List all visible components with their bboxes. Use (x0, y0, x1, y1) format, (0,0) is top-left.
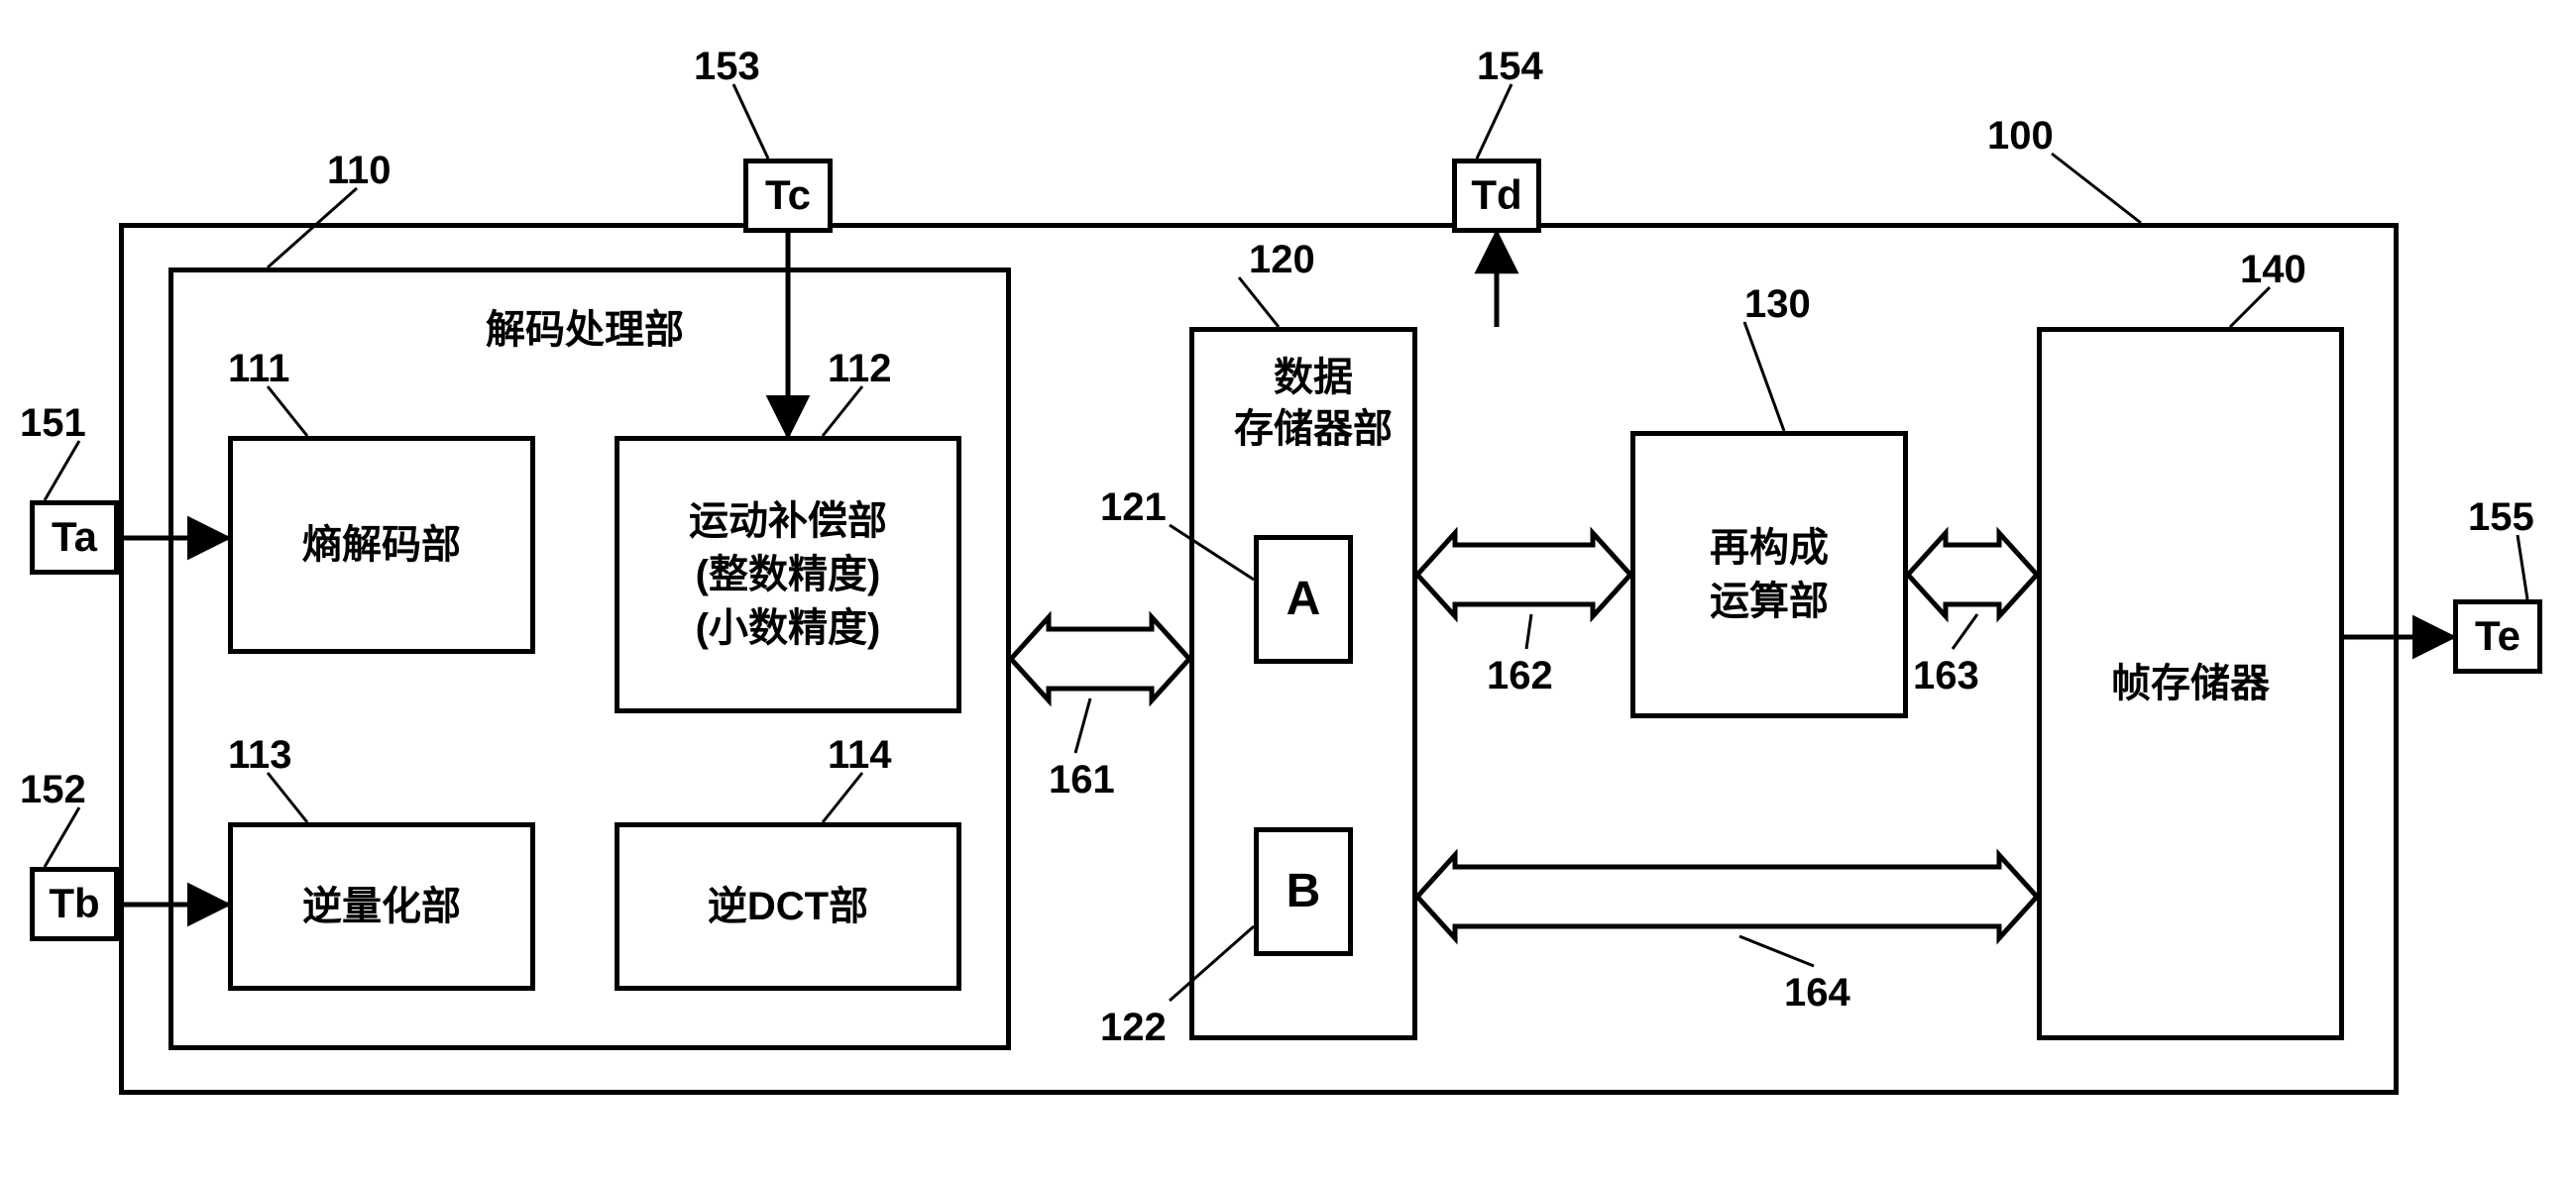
ref-112: 112 (828, 347, 892, 391)
ref-151: 151 (20, 401, 86, 446)
data-memory-title: 数据 存储器部 (1234, 352, 1393, 455)
ref-153: 153 (694, 45, 760, 89)
terminal-te: Te (2453, 599, 2542, 674)
ref-154: 154 (1477, 45, 1543, 89)
buffer-b: B (1254, 827, 1353, 956)
ref-111: 111 (228, 347, 289, 391)
inverse-dct-text: 逆DCT部 (708, 880, 868, 933)
ref-140: 140 (2240, 248, 2306, 292)
entropy-decoder-text: 熵解码部 (302, 518, 461, 572)
terminal-td-text: Td (1471, 167, 1521, 224)
inverse-quant-block: 逆量化部 (228, 822, 535, 991)
ref-130: 130 (1744, 282, 1811, 327)
ref-161: 161 (1049, 758, 1115, 803)
terminal-ta: Ta (30, 500, 119, 575)
terminal-tc-text: Tc (765, 167, 811, 224)
motion-compensation-block: 运动补偿部 (整数精度) (小数精度) (615, 436, 961, 713)
inverse-dct-block: 逆DCT部 (615, 822, 961, 991)
frame-memory-block: 帧存储器 (2037, 327, 2344, 1040)
ref-121: 121 (1100, 485, 1167, 530)
ref-114: 114 (828, 733, 892, 778)
buffer-a: A (1254, 535, 1353, 664)
terminal-tb: Tb (30, 867, 119, 941)
entropy-decoder-block: 熵解码部 (228, 436, 535, 654)
terminal-tb-text: Tb (49, 876, 99, 932)
terminal-td: Td (1452, 159, 1541, 233)
inverse-quant-text: 逆量化部 (302, 880, 461, 933)
ref-122: 122 (1100, 1006, 1167, 1050)
ref-152: 152 (20, 768, 86, 812)
reconstruction-text: 再构成 运算部 (1710, 521, 1829, 628)
frame-memory-text: 帧存储器 (2111, 657, 2270, 710)
reconstruction-block: 再构成 运算部 (1630, 431, 1908, 718)
motion-compensation-text: 运动补偿部 (整数精度) (小数精度) (689, 494, 887, 655)
ref-163: 163 (1913, 654, 1979, 698)
ref-164: 164 (1784, 971, 1850, 1016)
terminal-ta-text: Ta (52, 509, 97, 566)
ref-162: 162 (1487, 654, 1553, 698)
ref-113: 113 (228, 733, 292, 778)
buffer-b-text: B (1287, 860, 1321, 924)
ref-100: 100 (1987, 114, 2054, 159)
terminal-tc: Tc (743, 159, 833, 233)
buffer-a-text: A (1287, 568, 1321, 632)
terminal-te-text: Te (2475, 608, 2520, 665)
ref-120: 120 (1249, 238, 1315, 282)
ref-155: 155 (2468, 495, 2534, 540)
decode-processing-title: 解码处理部 (486, 297, 684, 355)
ref-110: 110 (327, 149, 392, 193)
